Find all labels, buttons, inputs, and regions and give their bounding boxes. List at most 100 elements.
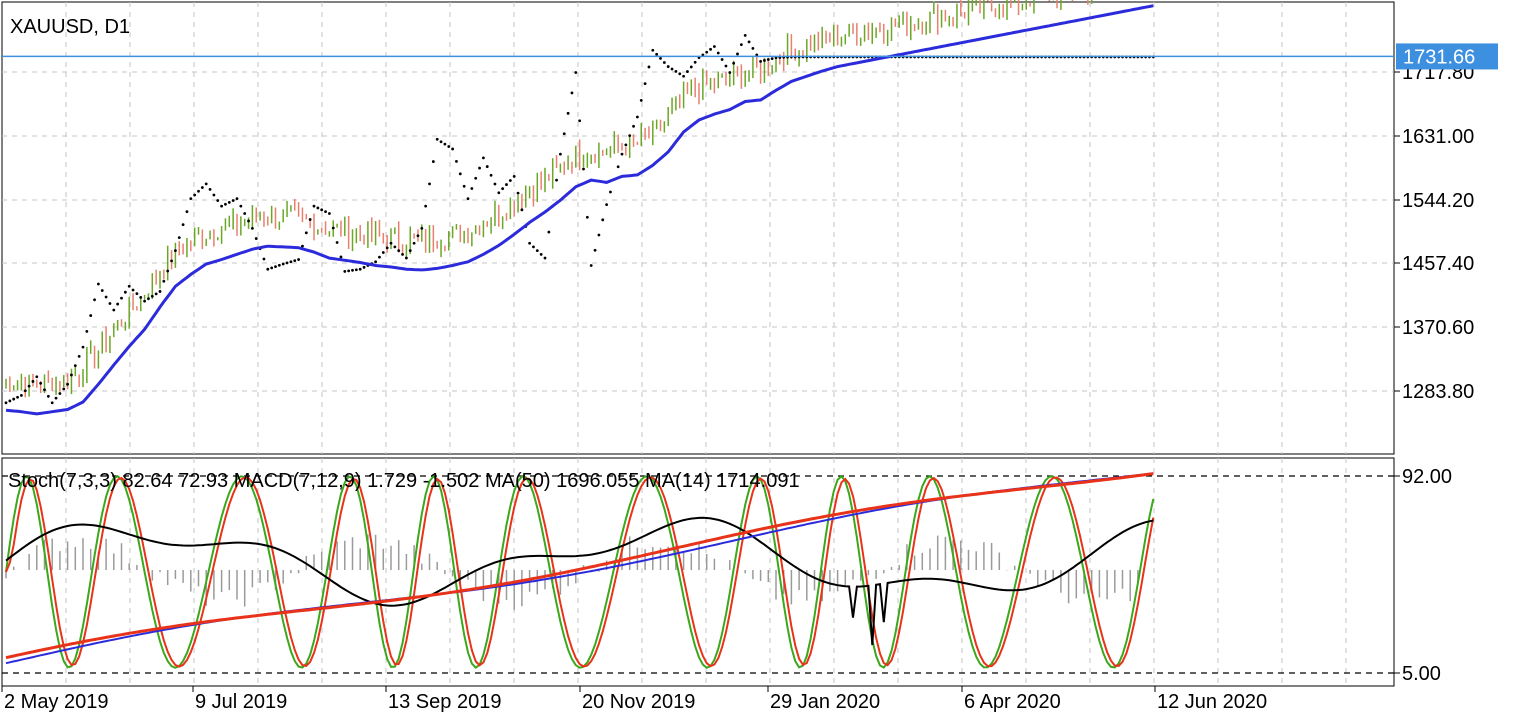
sar-dot <box>39 381 43 385</box>
macd-line <box>5 516 1154 646</box>
sar-dot <box>458 172 462 176</box>
current-price-label: 1731.66 <box>1403 46 1475 68</box>
sar-dot <box>678 72 682 76</box>
sar-dot <box>358 267 362 271</box>
sar-dot <box>505 183 508 186</box>
sar-dot <box>216 199 220 202</box>
sar-dot <box>285 261 289 265</box>
sar-dot <box>405 256 408 260</box>
sar-dot <box>170 259 173 263</box>
sar-dot <box>97 282 100 286</box>
sar-dot <box>636 115 639 119</box>
current-price-tag <box>1396 43 1498 70</box>
sar-dot <box>755 53 759 57</box>
sar-dot <box>693 60 697 64</box>
sar-dot <box>189 197 193 201</box>
sar-dot <box>381 251 385 254</box>
sar-dot <box>23 389 27 393</box>
sar-dot <box>682 74 685 78</box>
sar-dot <box>662 61 666 64</box>
sar-dot <box>281 262 285 266</box>
sar-dot <box>559 152 562 156</box>
sar-dot <box>308 218 312 221</box>
sar-dot <box>570 91 574 95</box>
sar-dot <box>27 384 31 388</box>
sar-dot <box>251 226 254 230</box>
sar-dot <box>578 119 582 123</box>
sar-dot <box>254 237 258 240</box>
sar-dot <box>763 59 766 62</box>
sar-dot <box>666 65 670 68</box>
sar-dot <box>770 57 774 60</box>
sar-dot <box>751 46 755 50</box>
sar-dot <box>46 394 50 398</box>
sar-dot <box>520 208 524 212</box>
sar-dot <box>93 298 96 302</box>
sar-dot <box>547 230 551 234</box>
sar-dot <box>293 259 297 263</box>
sar-dot <box>589 264 593 267</box>
sar-dot <box>224 202 227 206</box>
sar-dot <box>116 302 120 306</box>
sar-dot <box>435 137 439 141</box>
sar-dot <box>70 373 73 377</box>
sar-dot <box>50 401 54 405</box>
sar-dot <box>689 65 693 69</box>
sar-dot <box>462 184 466 188</box>
sar-dot <box>324 210 327 214</box>
sar-dot <box>212 193 216 197</box>
sar-dot <box>593 248 597 252</box>
moving-average-line <box>5 4 1154 416</box>
sar-dot <box>566 111 570 115</box>
sar-dot <box>270 266 274 270</box>
sar-dot <box>181 223 185 227</box>
sar-dot <box>736 52 739 56</box>
sar-dot <box>247 219 250 223</box>
stoch-k-line <box>5 474 1155 670</box>
sar-dot <box>485 165 489 168</box>
sar-dot <box>231 199 235 202</box>
sar-dot <box>501 187 505 191</box>
sar-dot <box>674 69 678 73</box>
sar-dot <box>512 175 516 178</box>
sar-dot <box>89 314 93 317</box>
sar-dot <box>135 292 139 296</box>
sar-dot <box>239 204 243 208</box>
sar-dot <box>162 279 166 283</box>
sar-dot <box>20 393 23 397</box>
sar-dot <box>35 375 39 379</box>
sar-dot <box>343 270 347 273</box>
sar-dot <box>431 160 435 163</box>
time-tick-label: 9 Jul 2019 <box>195 691 287 713</box>
sar-dot <box>200 186 204 189</box>
symbol-timeframe-label: XAUUSD, D1 <box>10 16 130 38</box>
sar-dot <box>301 244 304 248</box>
sar-dot <box>455 159 458 163</box>
sar-dot <box>705 50 709 54</box>
sar-dot <box>605 203 608 207</box>
sar-dot <box>304 231 308 235</box>
sar-dot <box>659 57 662 60</box>
sar-dot <box>713 45 716 48</box>
grid-lines <box>2 2 1394 686</box>
sar-dot <box>766 58 770 61</box>
sar-dot <box>147 297 150 301</box>
sar-dot <box>297 258 300 261</box>
sar-dot <box>493 182 497 186</box>
sar-dot <box>478 166 481 170</box>
sar-dot <box>716 51 720 55</box>
ma-line <box>5 4 1154 416</box>
sar-dot <box>31 380 35 383</box>
sar-dot <box>378 255 381 259</box>
sar-dot <box>747 40 751 44</box>
sar-dot <box>420 226 424 230</box>
sar-dot <box>497 191 501 195</box>
price-axis: 1717.801631.001544.201457.401370.601283.… <box>1394 62 1474 403</box>
sar-dot <box>639 98 643 102</box>
sar-dot <box>8 399 12 403</box>
sar-dot <box>351 268 354 272</box>
sar-dot <box>12 397 16 401</box>
sar-dot <box>277 263 281 267</box>
sar-dot <box>470 187 474 190</box>
time-tick-label: 12 Jun 2020 <box>1157 691 1267 713</box>
